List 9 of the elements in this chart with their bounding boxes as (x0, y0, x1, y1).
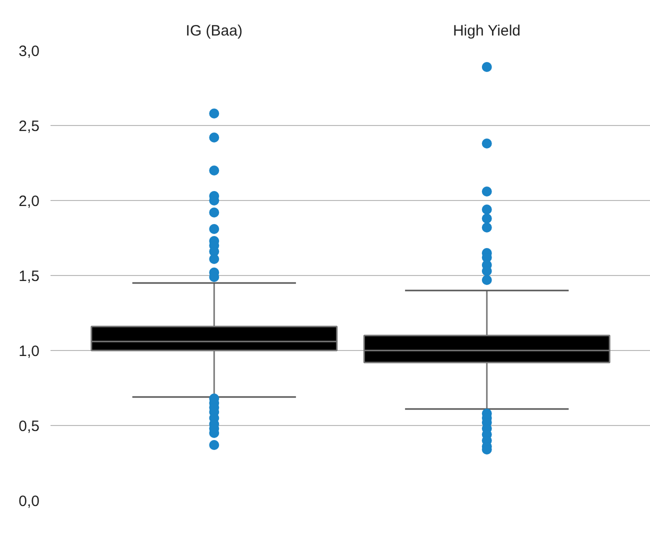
x-tick-label: IG (Baa) (186, 22, 242, 40)
y-tick-label: 1,5 (18, 268, 40, 285)
y-tick-label: 2,5 (18, 118, 40, 135)
y-tick-label: 3,0 (18, 43, 40, 60)
y-tick-label: 0,5 (18, 418, 40, 435)
y-tick-label: 0,0 (18, 493, 40, 510)
y-tick-label: 1,0 (18, 343, 40, 360)
y-tick-label: 2,0 (18, 193, 40, 210)
x-tick-label: High Yield (452, 22, 521, 40)
